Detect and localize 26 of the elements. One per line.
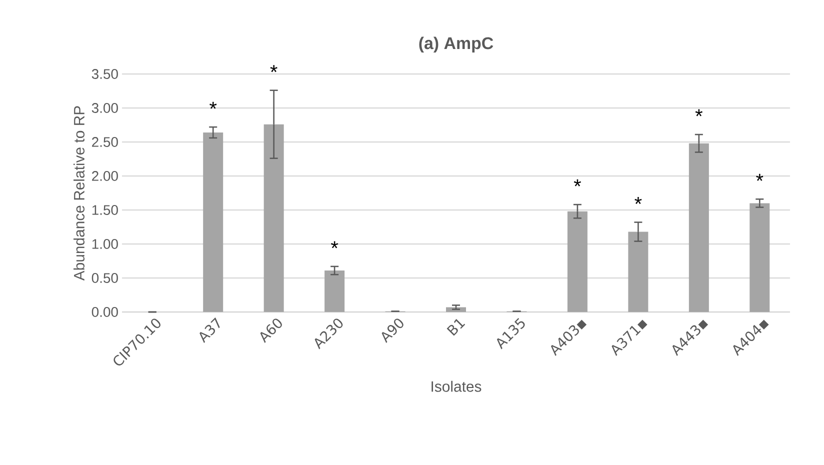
chart-title: (a) AmpC (419, 36, 494, 53)
y-axis-title: Abundance Relative to RP (74, 106, 84, 281)
y-tick-label: 1.00 (92, 239, 118, 249)
y-tick-label: 0.50 (92, 273, 118, 283)
y-tick-label: 2.50 (92, 137, 118, 147)
bar (264, 124, 284, 312)
bar (203, 132, 224, 312)
bar (750, 203, 770, 312)
bar (567, 211, 588, 312)
bar (688, 143, 709, 312)
annotation: * (756, 174, 764, 181)
y-tick-label: 2.00 (92, 171, 118, 181)
annotation: * (695, 109, 702, 116)
x-axis-title: Isolates (432, 380, 482, 392)
bar (628, 232, 648, 312)
annotation: * (331, 241, 338, 248)
y-tick-label: 3.00 (92, 103, 118, 113)
annotation: * (634, 197, 642, 204)
bar (324, 270, 345, 312)
annotation: * (210, 102, 217, 109)
y-tick-label: 3.50 (92, 69, 118, 79)
y-tick-label: 0.00 (92, 307, 118, 317)
annotation: * (270, 65, 278, 72)
y-tick-label: 1.50 (92, 205, 118, 215)
x-tick-label: B1 (446, 319, 466, 336)
annotation: * (574, 179, 582, 186)
